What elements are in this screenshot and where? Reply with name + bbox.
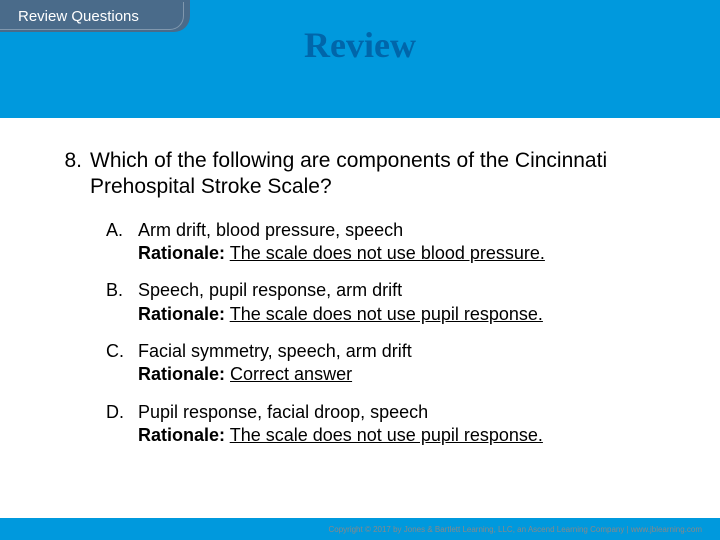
- rationale-label: Rationale:: [138, 243, 225, 263]
- option-d: D. Pupil response, facial droop, speech …: [106, 401, 672, 448]
- option-body: Speech, pupil response, arm drift Ration…: [138, 279, 672, 326]
- slide-title: Review: [0, 24, 720, 66]
- option-body: Pupil response, facial droop, speech Rat…: [138, 401, 672, 448]
- option-letter: B.: [106, 279, 138, 326]
- question: 8. Which of the following are components…: [48, 148, 672, 201]
- option-answer: Arm drift, blood pressure, speech: [138, 220, 403, 240]
- option-a: A. Arm drift, blood pressure, speech Rat…: [106, 219, 672, 266]
- rationale-text: The scale does not use pupil response.: [230, 425, 543, 445]
- option-answer: Speech, pupil response, arm drift: [138, 280, 402, 300]
- option-letter: D.: [106, 401, 138, 448]
- option-answer: Facial symmetry, speech, arm drift: [138, 341, 412, 361]
- question-text: Which of the following are components of…: [90, 148, 672, 201]
- rationale-label: Rationale:: [138, 364, 225, 384]
- option-letter: C.: [106, 340, 138, 387]
- option-letter: A.: [106, 219, 138, 266]
- content-area: 8. Which of the following are components…: [0, 118, 720, 518]
- options-list: A. Arm drift, blood pressure, speech Rat…: [48, 219, 672, 448]
- rationale-label: Rationale:: [138, 425, 225, 445]
- tab-label: Review Questions: [18, 8, 139, 25]
- option-body: Facial symmetry, speech, arm drift Ratio…: [138, 340, 672, 387]
- option-b: B. Speech, pupil response, arm drift Rat…: [106, 279, 672, 326]
- question-number: 8.: [48, 148, 90, 201]
- rationale-text: The scale does not use pupil response.: [230, 304, 543, 324]
- option-body: Arm drift, blood pressure, speech Ration…: [138, 219, 672, 266]
- rationale-text: The scale does not use blood pressure.: [230, 243, 545, 263]
- slide: Review Questions Review 8. Which of the …: [0, 0, 720, 540]
- copyright-footer: Copyright © 2017 by Jones & Bartlett Lea…: [328, 525, 702, 534]
- option-c: C. Facial symmetry, speech, arm drift Ra…: [106, 340, 672, 387]
- rationale-text: Correct answer: [230, 364, 352, 384]
- option-answer: Pupil response, facial droop, speech: [138, 402, 428, 422]
- rationale-label: Rationale:: [138, 304, 225, 324]
